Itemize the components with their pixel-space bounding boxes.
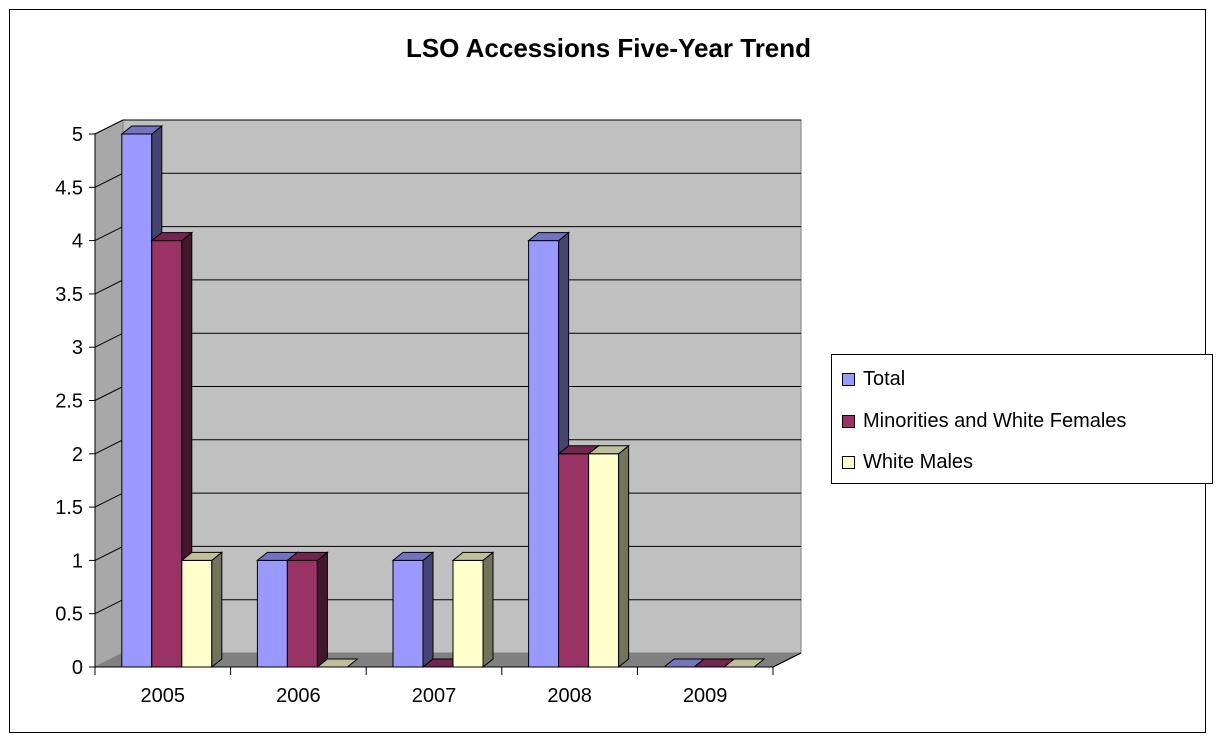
x-tick-label: 2008 (547, 685, 592, 707)
y-tick-label: 0 (72, 657, 83, 679)
y-tick-label: 3 (72, 337, 83, 359)
chart-title: LSO Accessions Five-Year Trend (405, 33, 812, 63)
bar-side-white-males-2005 (211, 551, 223, 669)
legend-label-minorities: Minorities and White Females (863, 409, 1127, 432)
legend-item-white-males: White Males (842, 450, 973, 474)
legend-item-total: Total (842, 367, 905, 391)
y-tick-label: 2 (72, 444, 83, 466)
bar-top-minorities-and-white-females-2005 (150, 232, 194, 242)
bar-minorities-and-white-females-2008 (558, 453, 590, 668)
bar-white-males-2005 (181, 559, 213, 668)
y-tick-label: 1.5 (55, 497, 83, 519)
legend-item-minorities: Minorities and White Females (842, 409, 1126, 433)
bar-top-white-males-2008 (587, 445, 631, 455)
bar-top-total-2005 (120, 125, 164, 135)
x-tick-label: 2005 (141, 685, 186, 707)
legend-label-total: Total (863, 367, 906, 390)
legend-swatch-white-males (842, 455, 855, 469)
y-tick-label: 4.5 (55, 177, 83, 199)
legend-label-white-males: White Males (863, 450, 974, 473)
bar-total-2008 (528, 240, 560, 668)
bar-top-white-males-2005 (180, 551, 224, 561)
bar-top-total-2008 (527, 232, 571, 242)
x-tick-label: 2006 (276, 685, 321, 707)
bar-side-total-2007 (422, 551, 434, 669)
chart-legend: Total Minorities and White Females White… (831, 354, 1213, 484)
legend-swatch-minorities (842, 414, 855, 428)
y-tick-label: 4 (72, 231, 83, 253)
bar-top-white-males-2009 (722, 658, 766, 668)
gridline (94, 119, 801, 135)
x-tick-label: 2009 (683, 685, 728, 707)
bar-total-2007 (392, 559, 424, 668)
y-tick-label: 5 (72, 124, 83, 146)
bar-side-white-males-2008 (618, 444, 630, 669)
bar-top-white-males-2007 (451, 551, 495, 561)
bar-side-white-males-2007 (482, 551, 494, 669)
bar-minorities-and-white-females-2006 (286, 559, 318, 668)
bar-white-males-2008 (588, 453, 620, 668)
bar-minorities-and-white-females-2005 (151, 240, 183, 668)
y-tick-label: 2.5 (55, 391, 83, 413)
y-tick-label: 1 (72, 550, 83, 572)
bar-side-minorities-and-white-females-2006 (316, 551, 328, 669)
bar-top-total-2007 (391, 551, 435, 561)
bar-top-minorities-and-white-females-2006 (285, 551, 329, 561)
y-tick-label: 0.5 (55, 604, 83, 626)
x-tick-label: 2007 (412, 685, 457, 707)
bar-total-2005 (121, 133, 153, 668)
y-tick-label: 3.5 (55, 284, 83, 306)
bar-total-2006 (256, 559, 288, 668)
bar-white-males-2007 (452, 559, 484, 668)
legend-swatch-total (842, 372, 855, 386)
bar-top-white-males-2006 (315, 658, 359, 668)
x-axis-depth (772, 652, 802, 668)
